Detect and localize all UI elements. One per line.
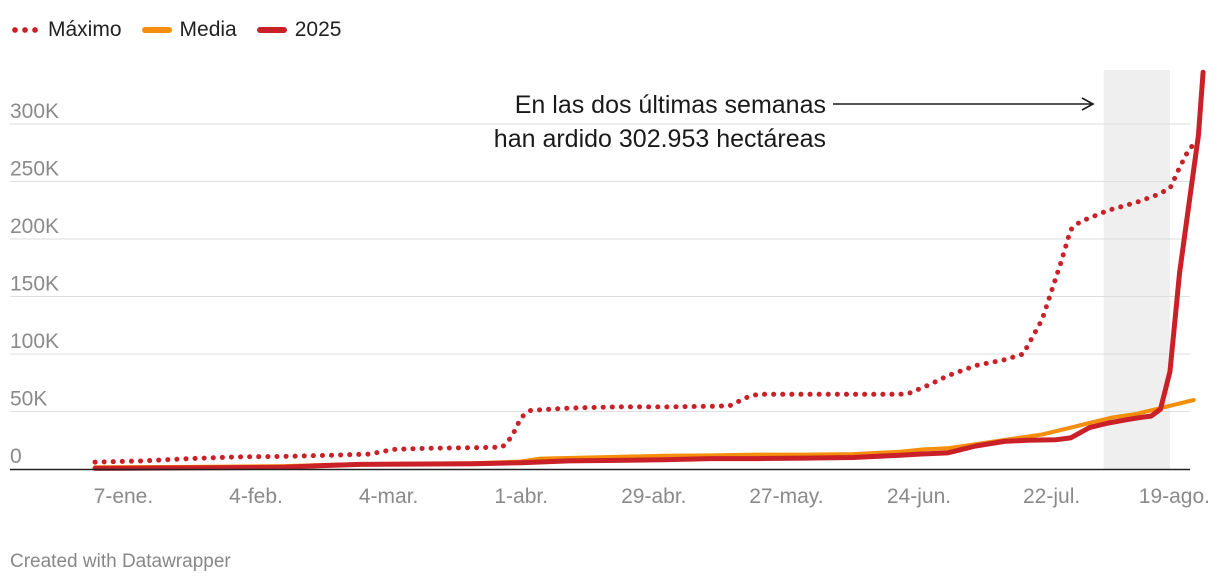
legend-label-maximo: Máximo [48,18,122,41]
series-line-m-ximo [92,142,1197,465]
x-tick-label: 29-abr. [621,485,686,508]
annotation-line-2: han ardido 302.953 hectáreas [494,125,826,153]
legend-swatch-maximo [10,27,40,33]
legend-swatch-media [141,27,172,33]
legend-item-media: Media [141,16,237,44]
x-tick-label: 19-ago. [1139,485,1210,508]
legend: Máximo Media 2025 [10,16,361,44]
x-tick-label: 4-feb. [229,485,283,508]
x-axis: 7-ene. 4-feb. 4-mar. 1-abr. 29-abr. 27-may. 24… [10,468,1210,508]
legend-label-media: Media [179,18,237,41]
x-tick-label: 4-mar. [359,485,419,508]
y-tick-label: 250K [10,158,59,181]
highlight-rect [1103,70,1170,469]
x-tick-label: 24-jun. [887,485,951,508]
x-tick-label: 1-abr. [494,485,548,508]
y-tick-label: 300K [10,100,59,123]
legend-item-maximo: Máximo [10,16,122,44]
y-tick-label: 50K [10,388,47,411]
series-line-2025 [92,69,1206,471]
y-tick-label: 150K [10,273,59,296]
legend-item-2025: 2025 [256,16,342,44]
series-lines [92,69,1206,471]
gridlines: 0 50K 100K 150K 200K 250K 300K [10,100,1190,468]
annotation: En las dos últimas semanas han ardido 30… [494,91,1095,153]
footer-credit: Created with Datawrapper [10,551,231,572]
annotation-line-1: En las dos últimas semanas [515,91,826,119]
highlight-band [1103,70,1170,469]
legend-label-2025: 2025 [294,18,342,41]
x-tick-label: 7-ene. [94,485,154,508]
x-tick-label: 22-jul. [1023,485,1080,508]
y-tick-label: 100K [10,330,59,353]
legend-swatch-2025 [256,27,287,33]
y-tick-label: 0 [10,445,22,468]
y-tick-label: 200K [10,215,59,238]
x-tick-label: 27-may. [749,485,823,508]
